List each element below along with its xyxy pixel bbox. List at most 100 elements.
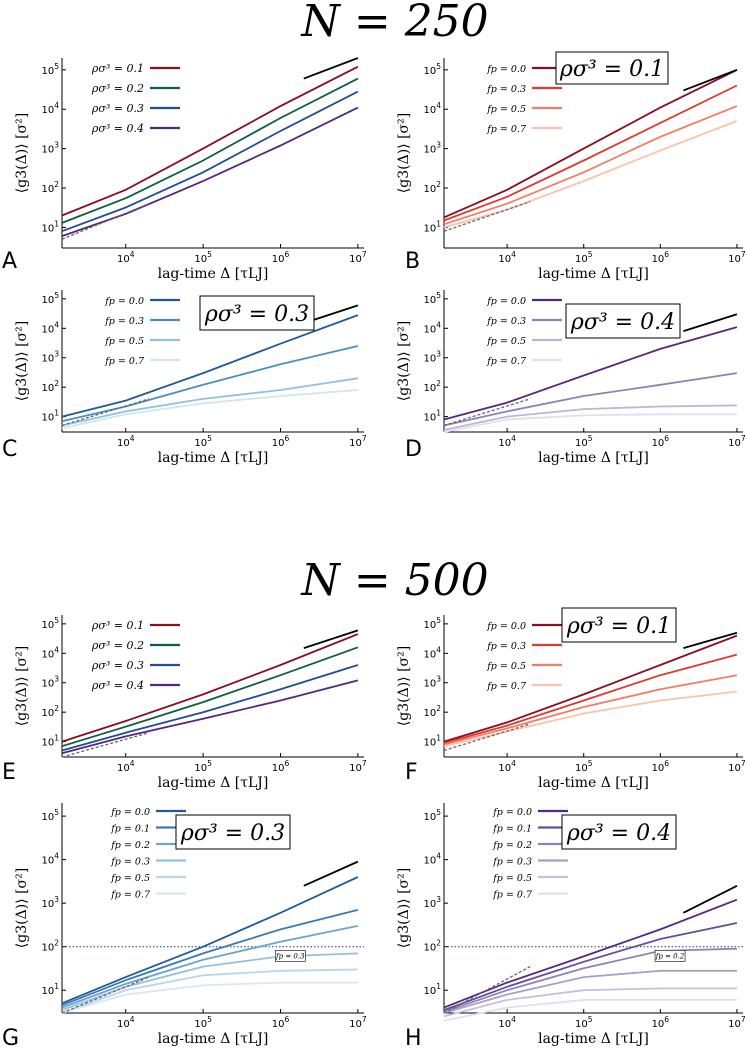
legend-label: ρσ³ = 0.3 <box>91 659 144 672</box>
density-label: ρσ³ = 0.3 <box>204 302 309 327</box>
series-line-4 <box>61 952 358 1011</box>
x-tick-label: 104 <box>498 759 516 774</box>
density-label-box <box>555 51 669 85</box>
y-tick-label: 102 <box>41 939 59 954</box>
y-tick-label: 101 <box>41 219 59 234</box>
legend-label: fp = 0.3 <box>492 857 532 868</box>
y-tick-label: 104 <box>423 101 441 116</box>
x-tick-label: 106 <box>652 250 670 265</box>
x-tick-label: 105 <box>575 434 593 449</box>
series-line-3 <box>443 105 738 226</box>
reference-slope-dashed <box>443 723 531 752</box>
y-tick-label: 103 <box>423 675 441 690</box>
panel-letter: F <box>405 760 418 785</box>
series-line-4 <box>443 690 738 748</box>
legend-label: ρσ³ = 0.3 <box>91 102 144 115</box>
y-tick-label: 105 <box>41 291 59 306</box>
series-line-2 <box>443 84 738 222</box>
y-tick-label: 105 <box>423 616 441 631</box>
x-tick-label: 106 <box>652 759 670 774</box>
legend-label: fp = 0.5 <box>486 661 526 672</box>
inline-fp-label: fp = 0.3 <box>275 952 305 960</box>
series-line-1 <box>443 326 738 421</box>
reference-slope-solid <box>303 57 359 80</box>
legend-label: ρσ³ = 0.1 <box>91 62 144 75</box>
panel-letter: C <box>2 437 17 462</box>
x-tick-label: 104 <box>498 434 516 449</box>
legend-label: fp = 0.3 <box>486 641 526 652</box>
reference-slope-dashed <box>443 965 531 1014</box>
series-line-3 <box>443 674 738 746</box>
series-line-2 <box>443 653 738 744</box>
y-tick-label: 101 <box>423 409 441 424</box>
legend-label: fp = 0.7 <box>104 356 145 367</box>
legend-label: fp = 0.0 <box>486 621 526 632</box>
x-axis-label: lag-time Δ [τLJ] <box>158 266 269 282</box>
legend-label: fp = 0.0 <box>486 296 526 307</box>
y-tick-label: 102 <box>423 939 441 954</box>
legend-label: fp = 0.1 <box>492 824 532 835</box>
series-line-1 <box>61 65 359 217</box>
series-line-4 <box>443 120 738 229</box>
x-tick-label: 105 <box>194 759 212 774</box>
x-axis-label: lag-time Δ [τLJ] <box>158 1031 269 1047</box>
density-label-box <box>175 814 291 850</box>
y-tick-label: 102 <box>41 379 59 394</box>
legend-label: fp = 0.2 <box>492 840 532 851</box>
x-tick-label: 107 <box>349 759 367 774</box>
top-title: N = 250 <box>300 0 488 47</box>
y-tick-label: 105 <box>41 62 59 77</box>
series-line-2 <box>443 922 738 1011</box>
y-tick-label: 101 <box>423 982 441 997</box>
x-tick-label: 105 <box>575 1015 593 1030</box>
x-axis-label: lag-time Δ [τLJ] <box>158 775 269 791</box>
y-tick-label: 104 <box>41 645 59 660</box>
reference-slope-dashed <box>61 203 150 240</box>
x-tick-label: 107 <box>349 434 367 449</box>
x-tick-label: 107 <box>349 1015 367 1030</box>
y-tick-label: 104 <box>423 852 441 867</box>
y-axis-label: ⟨g3(Δ)⟩ [σ²] <box>396 646 412 726</box>
y-tick-label: 104 <box>423 320 441 335</box>
density-label: ρσ³ = 0.1 <box>559 57 664 82</box>
reference-slope-solid <box>683 69 738 92</box>
density-label: ρσ³ = 0.4 <box>570 310 675 335</box>
series-line-4 <box>443 413 737 433</box>
panel-letter: H <box>405 1026 422 1051</box>
legend-label: ρσ³ = 0.4 <box>91 122 144 135</box>
panel-letter: B <box>405 249 420 274</box>
x-tick-label: 105 <box>194 434 212 449</box>
x-tick-label: 106 <box>652 434 670 449</box>
x-tick-label: 105 <box>575 250 593 265</box>
legend-label: fp = 0.5 <box>110 873 150 884</box>
x-tick-label: 105 <box>194 1015 212 1030</box>
y-tick-label: 101 <box>423 219 441 234</box>
legend-label: fp = 0.5 <box>486 336 526 347</box>
reference-slope-solid <box>683 313 738 333</box>
inline-fp-label-box <box>654 950 686 962</box>
legend-label: fp = 0.2 <box>110 840 150 851</box>
x-tick-label: 106 <box>272 434 290 449</box>
legend-label: fp = 0.0 <box>104 296 144 307</box>
y-tick-label: 104 <box>41 320 59 335</box>
reference-slope-solid <box>303 860 359 887</box>
legend-label: ρσ³ = 0.1 <box>91 619 144 632</box>
legend-label: fp = 0.3 <box>104 316 144 327</box>
y-tick-label: 104 <box>423 645 441 660</box>
reference-slope-dashed <box>443 398 531 427</box>
x-tick-label: 107 <box>349 250 367 265</box>
series-line-2 <box>61 345 359 423</box>
x-axis-label: lag-time Δ [τLJ] <box>538 450 649 466</box>
series-line-1 <box>61 876 359 1005</box>
reference-slope-dashed <box>443 201 531 232</box>
inline-fp-label-box <box>275 950 306 962</box>
density-label: ρσ³ = 0.1 <box>566 614 671 639</box>
x-tick-label: 104 <box>117 250 135 265</box>
density-label-box <box>561 607 677 643</box>
y-tick-label: 103 <box>41 141 59 156</box>
y-axis-label: ⟨g3(Δ)⟩ [σ²] <box>14 113 30 193</box>
series-line-1 <box>61 314 359 418</box>
